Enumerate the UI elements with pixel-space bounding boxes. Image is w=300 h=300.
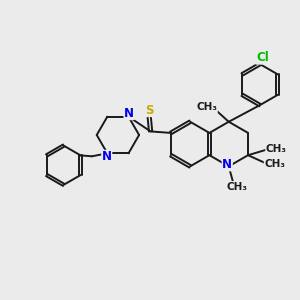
Text: CH₃: CH₃ bbox=[196, 103, 217, 112]
Text: N: N bbox=[222, 158, 232, 171]
Text: CH₃: CH₃ bbox=[264, 159, 285, 170]
Text: N: N bbox=[124, 106, 134, 120]
Text: N: N bbox=[102, 150, 112, 164]
Text: Cl: Cl bbox=[256, 51, 269, 64]
Text: S: S bbox=[145, 103, 153, 116]
Text: CH₃: CH₃ bbox=[266, 144, 287, 154]
Text: CH₃: CH₃ bbox=[226, 182, 248, 192]
